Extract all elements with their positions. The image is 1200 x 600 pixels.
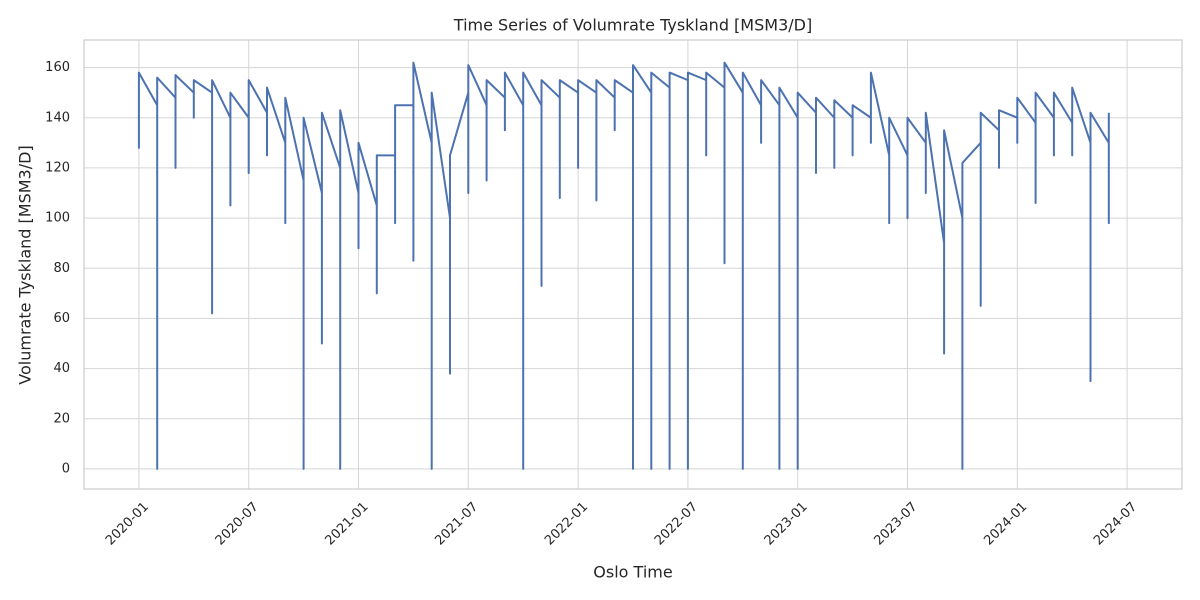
data-line [137, 61, 1110, 470]
y-tick-label: 100 [45, 211, 70, 226]
y-tick-label: 140 [45, 110, 70, 125]
y-axis-label: Volumrate Tyskland [MSM3/D] [16, 145, 35, 384]
y-tick-label: 40 [53, 361, 70, 376]
y-tick-label: 160 [45, 60, 70, 75]
y-tick-label: 80 [53, 261, 70, 276]
chart-title: Time Series of Volumrate Tyskland [MSM3/… [453, 16, 812, 35]
y-tick-label: 60 [53, 311, 70, 326]
plot-frame [83, 39, 1183, 490]
y-tick-label: 0 [62, 461, 70, 476]
x-axis-label: Oslo Time [593, 563, 672, 582]
y-tick-label: 120 [45, 160, 70, 175]
y-tick-label: 20 [53, 411, 70, 426]
